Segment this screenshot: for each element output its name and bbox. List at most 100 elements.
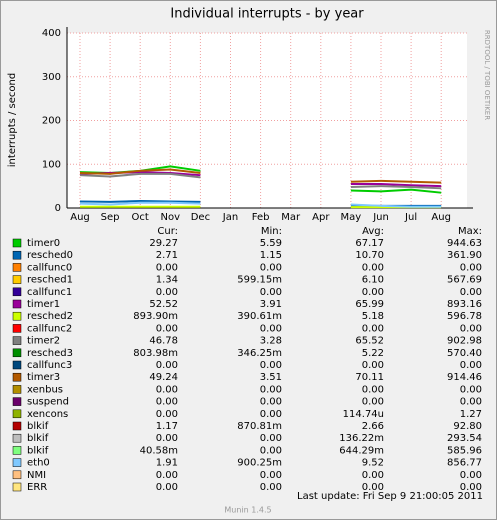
legend-value: 65.52 bbox=[355, 336, 384, 347]
legend-value: 65.99 bbox=[355, 299, 384, 310]
legend-value: 644.29m bbox=[339, 445, 384, 456]
column-header: Min: bbox=[261, 226, 282, 237]
x-tick-label: Apr bbox=[312, 212, 330, 223]
legend-value: 52.52 bbox=[149, 299, 178, 310]
legend-value: 0.00 bbox=[362, 323, 384, 334]
footer: Munin 1.4.5 bbox=[224, 506, 271, 515]
side-label: RRDTOOL / TOBI OETIKER bbox=[483, 30, 491, 120]
legend-label: callfunc0 bbox=[27, 262, 72, 273]
legend-value: 856.77 bbox=[447, 458, 482, 469]
legend-value: 9.52 bbox=[362, 458, 384, 469]
legend-label: timer2 bbox=[27, 336, 60, 347]
x-tick-label: Jul bbox=[404, 212, 417, 223]
legend-value: 0.00 bbox=[156, 397, 178, 408]
legend-value: 6.10 bbox=[362, 275, 384, 286]
y-tick-label: 300 bbox=[42, 72, 61, 83]
legend-label: ERR bbox=[27, 482, 47, 493]
legend-value: 0.00 bbox=[260, 287, 282, 298]
legend-value: 361.90 bbox=[447, 250, 482, 261]
legend-value: 567.69 bbox=[447, 275, 482, 286]
x-tick-label: Aug bbox=[70, 212, 90, 223]
legend-swatch bbox=[12, 458, 22, 467]
x-tick-label: May bbox=[341, 212, 362, 223]
legend-value: 0.00 bbox=[362, 470, 384, 481]
legend-swatch bbox=[12, 311, 22, 321]
legend-value: 0.00 bbox=[156, 433, 178, 444]
legend-value: 0.00 bbox=[156, 482, 178, 493]
legend-swatch bbox=[12, 482, 22, 492]
column-header: Max: bbox=[458, 226, 482, 237]
legend-value: 0.00 bbox=[260, 445, 282, 456]
legend-swatch bbox=[12, 360, 22, 370]
legend-value: 0.00 bbox=[460, 470, 482, 481]
legend-value: 803.98m bbox=[133, 348, 178, 359]
legend-value: 114.74u bbox=[343, 409, 384, 420]
legend-swatch bbox=[12, 275, 22, 284]
legend-value: 0.00 bbox=[460, 384, 482, 395]
legend-value: 0.00 bbox=[260, 262, 282, 273]
legend-value: 902.98 bbox=[447, 336, 482, 347]
legend-swatch bbox=[12, 348, 22, 358]
x-tick-label: Aug bbox=[431, 212, 451, 223]
legend-value: 944.63 bbox=[447, 238, 482, 249]
legend-value: 0.00 bbox=[260, 384, 282, 395]
legend-swatch bbox=[12, 287, 22, 297]
legend-value: 0.00 bbox=[260, 360, 282, 371]
legend-value: 596.78 bbox=[447, 311, 482, 322]
legend-value: 0.00 bbox=[156, 360, 178, 371]
legend-value: 0.00 bbox=[260, 409, 282, 420]
legend-value: 0.00 bbox=[460, 323, 482, 334]
legend-label: callfunc3 bbox=[27, 360, 72, 371]
legend-value: 1.15 bbox=[260, 250, 282, 261]
legend-swatch bbox=[12, 238, 22, 248]
legend-value: 0.00 bbox=[460, 287, 482, 298]
legend-value: 0.00 bbox=[260, 433, 282, 444]
chart-title: Individual interrupts - by year bbox=[170, 7, 364, 22]
series-line bbox=[79, 201, 442, 208]
legend-label: timer0 bbox=[27, 238, 60, 249]
legend-label: blkif bbox=[27, 433, 49, 444]
legend-value: 599.15m bbox=[237, 275, 282, 286]
legend-value: 2.66 bbox=[362, 421, 384, 432]
x-tick-label: Mar bbox=[281, 212, 301, 223]
legend-label: xencons bbox=[27, 409, 68, 420]
legend-swatch bbox=[12, 397, 22, 406]
legend-label: NMI bbox=[27, 470, 46, 481]
y-tick-label: 200 bbox=[42, 116, 61, 127]
legend-swatch bbox=[12, 421, 22, 431]
legend-value: 914.46 bbox=[447, 372, 482, 383]
legend-value: 5.59 bbox=[260, 238, 282, 249]
legend-value: 0.00 bbox=[362, 397, 384, 408]
legend-value: 0.00 bbox=[362, 262, 384, 273]
legend-value: 0.00 bbox=[460, 360, 482, 371]
legend-label: resched0 bbox=[27, 250, 73, 261]
legend-swatch bbox=[12, 446, 22, 455]
legend-value: 346.25m bbox=[237, 348, 282, 359]
legend-value: 893.16 bbox=[447, 299, 482, 310]
legend-label: callfunc2 bbox=[27, 323, 72, 334]
legend-value: 585.96 bbox=[447, 445, 482, 456]
legend-label: blkif bbox=[27, 445, 49, 456]
legend-value: 0.00 bbox=[460, 397, 482, 408]
legend-label: xenbus bbox=[27, 384, 63, 395]
legend-value: 1.34 bbox=[156, 275, 178, 286]
legend-label: timer1 bbox=[27, 299, 60, 310]
x-tick-label: Dec bbox=[191, 212, 210, 223]
legend-label: blkif bbox=[27, 421, 49, 432]
legend-value: 92.80 bbox=[453, 421, 482, 432]
legend-value: 570.40 bbox=[447, 348, 482, 359]
legend-swatch bbox=[12, 433, 22, 443]
legend-value: 0.00 bbox=[156, 470, 178, 481]
legend-value: 3.91 bbox=[260, 299, 282, 310]
legend-swatch bbox=[12, 385, 22, 394]
legend-value: 0.00 bbox=[460, 262, 482, 273]
legend-value: 70.11 bbox=[355, 372, 384, 383]
legend-value: 3.28 bbox=[260, 336, 282, 347]
x-tick-label: Nov bbox=[161, 212, 181, 223]
legend-swatch bbox=[12, 470, 22, 480]
legend-label: resched3 bbox=[27, 348, 73, 359]
legend-value: 29.27 bbox=[149, 238, 178, 249]
legend-value: 1.27 bbox=[460, 409, 482, 420]
legend-value: 0.00 bbox=[260, 323, 282, 334]
